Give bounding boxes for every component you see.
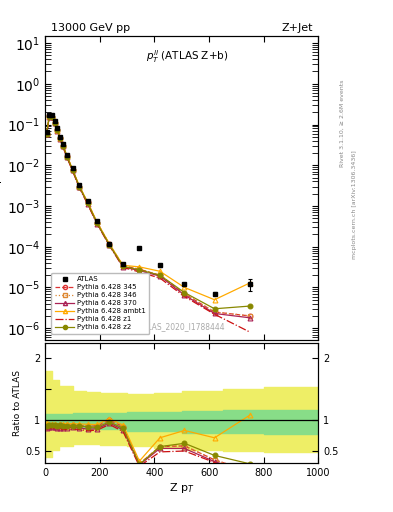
Text: ATLAS_2020_I1788444: ATLAS_2020_I1788444 [138,323,225,331]
Text: $p_T^{ll}$ (ATLAS Z+b): $p_T^{ll}$ (ATLAS Z+b) [146,48,228,65]
Text: mcplots.cern.ch [arXiv:1306.3436]: mcplots.cern.ch [arXiv:1306.3436] [352,151,357,259]
Y-axis label: dσ/dp$_T$: dσ/dp$_T$ [0,170,4,206]
Legend: ATLAS, Pythia 6.428 345, Pythia 6.428 346, Pythia 6.428 370, Pythia 6.428 ambt1,: ATLAS, Pythia 6.428 345, Pythia 6.428 34… [51,273,149,334]
Text: Rivet 3.1.10, ≥ 2.6M events: Rivet 3.1.10, ≥ 2.6M events [340,79,345,166]
X-axis label: Z p$_T$: Z p$_T$ [169,481,195,495]
Y-axis label: Ratio to ATLAS: Ratio to ATLAS [13,370,22,436]
Text: 13000 GeV pp: 13000 GeV pp [51,23,130,33]
Text: Z+Jet: Z+Jet [281,23,313,33]
